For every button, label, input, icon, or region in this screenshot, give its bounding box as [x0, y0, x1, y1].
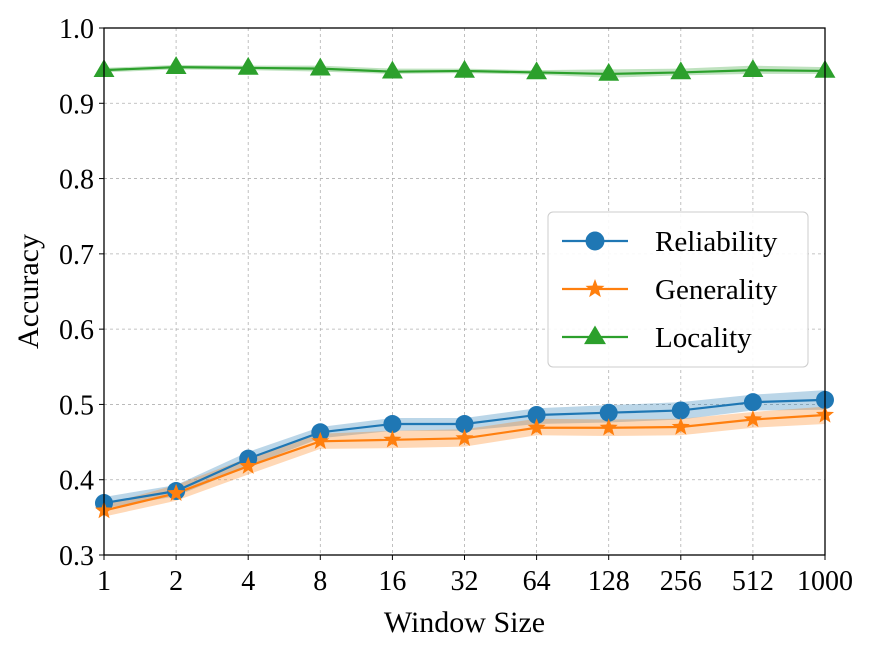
x-axis-title: Window Size: [384, 606, 545, 639]
axis-ticks: 1 2 4 8 16 32 64 128 256 512 1000 0.3 0.4 0.5 0.6 0.7 0.…: [59, 14, 853, 597]
y-tick-label: 0.5: [59, 390, 94, 421]
locality-point: [381, 60, 403, 79]
x-tick-label: 512: [732, 566, 774, 597]
generality-point: [743, 409, 762, 428]
generality-point: [383, 430, 402, 448]
reliability-point: [455, 415, 474, 434]
generality-point: [167, 483, 186, 501]
series-markers: [93, 56, 836, 519]
legend-reliability-marker: [585, 231, 605, 251]
generality-point: [599, 418, 618, 436]
legend-reliability-label: Reliability: [655, 226, 778, 258]
x-tick-label: 128: [588, 566, 630, 597]
generality-point: [527, 418, 546, 436]
legend-locality-label: Locality: [655, 322, 752, 354]
x-tick-label: 1: [97, 566, 111, 597]
locality-point: [165, 56, 187, 74]
y-tick-label: 0.4: [59, 466, 94, 497]
locality-point: [742, 59, 764, 77]
reliability-point: [743, 393, 762, 412]
generality-point: [455, 428, 474, 446]
y-tick-label: 0.6: [59, 315, 94, 346]
x-tick-label: 4: [241, 566, 255, 597]
legend-box: [547, 211, 809, 368]
y-tick-label: 0.7: [59, 240, 94, 271]
generality-point: [671, 417, 690, 435]
legend-generality-label: Generality: [655, 274, 778, 306]
locality-point: [309, 57, 331, 76]
x-tick-label: 16: [378, 566, 406, 597]
legend-generality-marker: [585, 279, 605, 298]
y-tick-label: 0.8: [59, 165, 94, 196]
generality-band: [104, 406, 825, 517]
reliability-point: [527, 405, 546, 424]
x-tick-label: 64: [523, 566, 551, 597]
y-tick-label: 0.9: [59, 89, 94, 120]
x-tick-label: 2: [169, 566, 183, 597]
y-tick-label: 0.3: [59, 541, 94, 572]
locality-point: [454, 59, 475, 78]
locality-point: [526, 61, 548, 80]
reliability-point: [383, 415, 402, 434]
x-tick-label: 256: [660, 566, 702, 597]
y-tick-label: 1.0: [59, 14, 94, 45]
locality-point: [598, 62, 620, 81]
legend-locality-marker: [584, 325, 606, 345]
locality-point: [237, 56, 259, 75]
reliability-point: [671, 401, 690, 420]
x-tick-label: 32: [451, 566, 479, 597]
legend: Reliability Generality Locality: [547, 211, 809, 368]
y-axis-title: Accuracy: [12, 234, 45, 349]
generality-point: [239, 456, 258, 474]
reliability-point: [599, 403, 618, 422]
x-tick-label: 8: [313, 566, 327, 597]
locality-point: [670, 61, 692, 80]
generality-point: [311, 431, 330, 449]
x-tick-label: 1000: [797, 566, 853, 597]
reliability-band: [104, 390, 825, 509]
